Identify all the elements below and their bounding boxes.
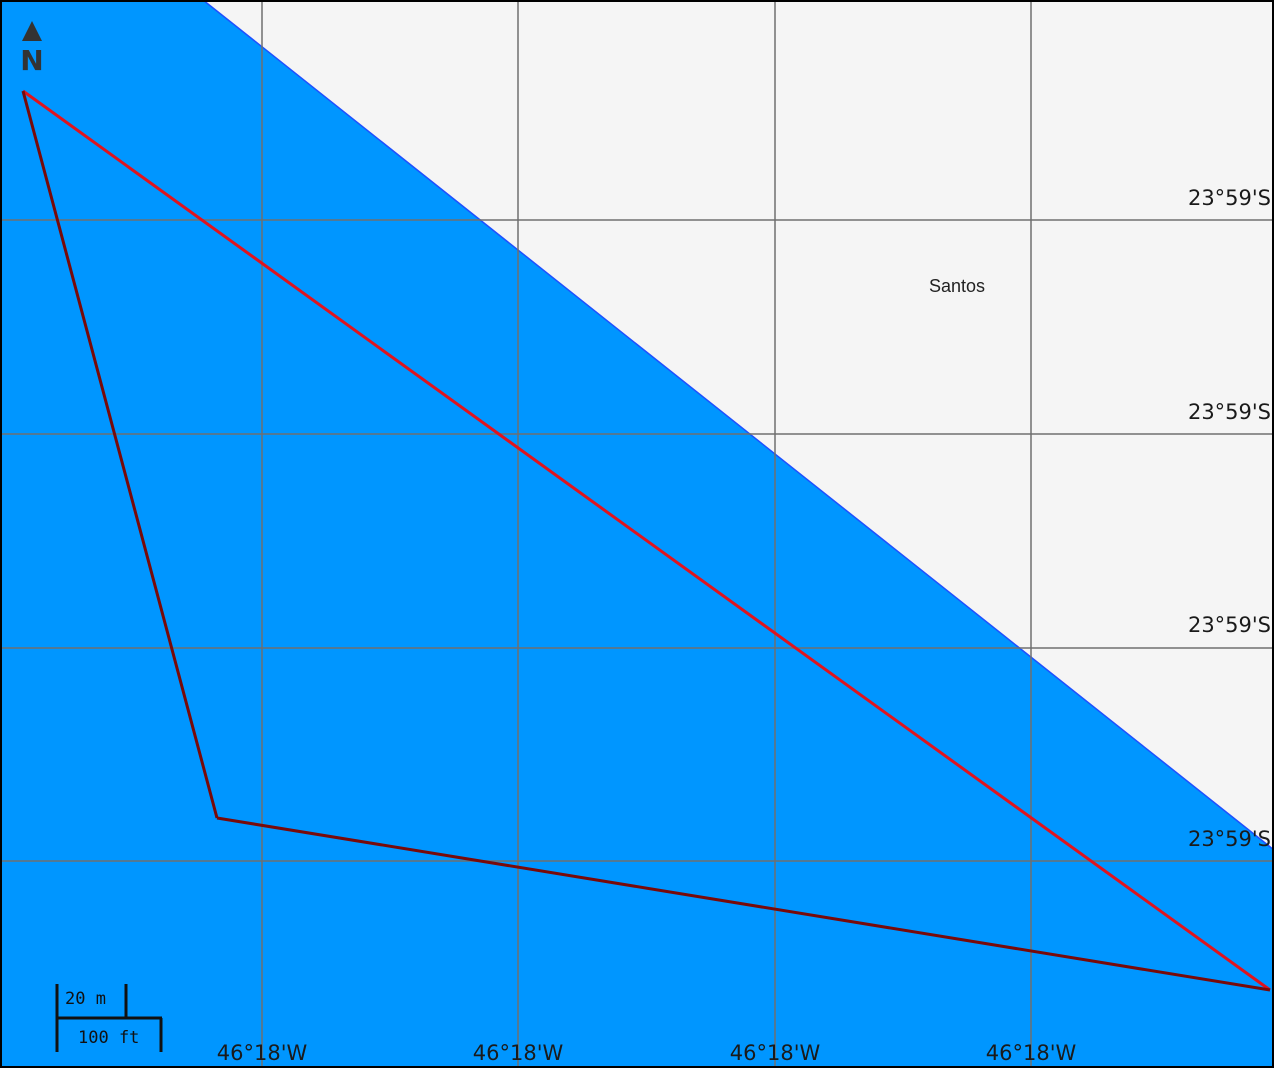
place-label-santos[interactable]: Santos: [929, 276, 985, 296]
scale-bar-metric-label: 20 m: [65, 989, 106, 1009]
scale-bar: [55, 984, 163, 1052]
longitude-label: 46°18'W: [473, 1041, 564, 1065]
longitude-label: 46°18'W: [730, 1041, 821, 1065]
latitude-label: 23°59'S: [1188, 827, 1271, 851]
latitude-label: 23°59'S: [1188, 186, 1271, 210]
route-segment-left[interactable]: [21, 90, 219, 819]
scale-bar-imperial-label: 100 ft: [78, 1028, 139, 1048]
latitude-label: 23°59'S: [1188, 613, 1271, 637]
north-arrow-icon: [22, 21, 42, 41]
route-segment-upper[interactable]: [22, 89, 1271, 992]
route-segment-lower[interactable]: [216, 816, 1271, 992]
longitude-label: 46°18'W: [986, 1041, 1077, 1065]
shoreline: [202, 0, 1274, 851]
latitude-label: 23°59'S: [1188, 400, 1271, 424]
north-label: N: [20, 44, 43, 77]
longitude-label: 46°18'W: [217, 1041, 308, 1065]
north-arrow: N: [20, 21, 44, 77]
